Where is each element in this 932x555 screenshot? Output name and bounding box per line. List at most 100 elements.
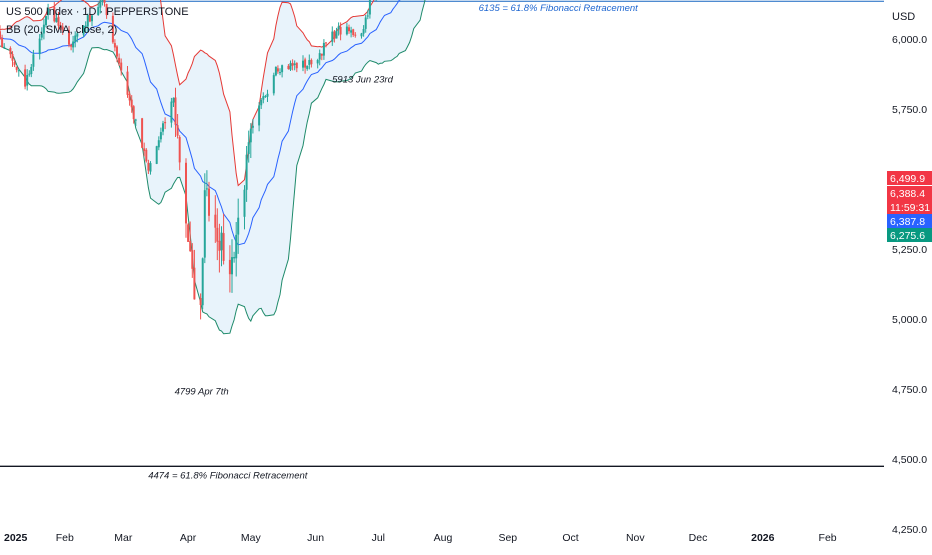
currency-label[interactable]: USD (892, 11, 915, 23)
candle-body (118, 58, 120, 64)
candle-body (24, 69, 26, 86)
symbol-title[interactable]: US 500 Index · 1D · PEPPERSTONE (6, 6, 189, 18)
candle-body (131, 100, 133, 108)
candle-body (325, 42, 327, 43)
candle-body (323, 43, 325, 56)
candle-body (193, 268, 195, 300)
level-label-3: 6135 = 61.8% Fibonacci Retracement (479, 3, 639, 14)
candle-body (244, 190, 246, 217)
candle-body (287, 66, 289, 69)
candle-body (246, 155, 248, 190)
price-axis[interactable]: 7,500.07,250.07,000.06,750.06,500.06,000… (892, 0, 927, 536)
candle (9, 46, 11, 58)
candle-body (135, 120, 137, 121)
candle-body (267, 94, 269, 97)
candle-body (365, 18, 367, 29)
candle-body (223, 233, 225, 261)
level-label-4: 4474 = 61.8% Fibonacci Retracement (148, 470, 308, 481)
x-tick-label: Nov (626, 532, 645, 544)
candle-body (214, 215, 216, 228)
price-tag-text: 6,388.4 (890, 188, 925, 200)
candle-body (235, 235, 237, 258)
candle-body (179, 137, 181, 162)
candle-body (308, 60, 310, 65)
candle-body (160, 132, 162, 139)
y-tick-label: 5,750.0 (892, 104, 927, 116)
x-tick-label: Jun (307, 532, 324, 544)
candle-body (147, 163, 149, 171)
candle-body (306, 66, 308, 69)
price-tag-text: 6,275.6 (890, 230, 925, 242)
candle-body (317, 60, 319, 63)
candle-body (30, 67, 32, 74)
x-tick-label: 2026 (751, 532, 775, 544)
candle-body (346, 27, 348, 35)
candle-body (175, 97, 177, 124)
candle-body (3, 47, 5, 48)
candle-body (32, 54, 34, 66)
candle-body (296, 63, 298, 68)
x-tick-label: Aug (434, 532, 453, 544)
candle-body (304, 59, 306, 67)
y-tick-label: 5,000.0 (892, 314, 927, 326)
candle-body (12, 54, 14, 61)
candle-body (208, 189, 210, 216)
candle-body (164, 122, 166, 123)
candle-body (252, 126, 254, 128)
candle (141, 118, 143, 148)
candle-body (104, 0, 106, 3)
candle-body (354, 35, 356, 36)
candle-body (333, 31, 335, 38)
candle-body (237, 218, 239, 235)
x-tick-label: May (241, 532, 262, 544)
candle-body (331, 32, 333, 42)
price-tag-bb_lower: 6,275.6 (887, 228, 932, 242)
candle-body (177, 125, 179, 136)
candle-body (262, 96, 264, 100)
annotation-3: 4799 Apr 7th (175, 386, 229, 397)
candle-body (156, 146, 158, 164)
candle-body (290, 63, 292, 70)
candle-body (340, 27, 342, 35)
indicator-legend[interactable]: BB (20, SMA, close, 2) (6, 24, 117, 36)
candle-body (202, 258, 204, 305)
candle-body (120, 63, 122, 71)
y-tick-label: 4,500.0 (892, 454, 927, 466)
price-tag-last: 6,388.4 (887, 186, 932, 200)
candle-body (204, 190, 206, 257)
candle-body (338, 26, 340, 29)
candle-body (248, 142, 250, 154)
candle-body (277, 68, 279, 71)
candle-body (275, 67, 277, 75)
candle (202, 258, 204, 310)
candle (187, 223, 189, 242)
candle-body (114, 43, 116, 47)
candle-body (302, 61, 304, 68)
candle-body (292, 63, 294, 66)
price-tags: 6,499.96,388.411:59:316,387.86,275.6 (887, 171, 932, 242)
candle-body (101, 0, 103, 1)
candle-body (16, 67, 18, 70)
candle-body (162, 123, 164, 131)
candle-body (279, 72, 281, 73)
candle-body (14, 62, 16, 65)
candle-body (231, 257, 233, 274)
candle-body (70, 45, 72, 47)
y-tick-label: 4,250.0 (892, 524, 927, 536)
candle-body (143, 148, 145, 151)
x-tick-label: Feb (819, 532, 837, 544)
candle-body (233, 257, 235, 258)
candle-body (170, 102, 172, 123)
x-tick-label: Apr (180, 532, 197, 544)
candle-body (363, 29, 365, 34)
candle-body (18, 70, 20, 71)
candle-body (352, 29, 354, 35)
candle-body (367, 16, 369, 17)
candle (145, 148, 147, 163)
x-tick-label: Mar (114, 532, 133, 544)
candle-body (187, 225, 189, 242)
y-tick-label: 6,000.0 (892, 34, 927, 46)
candle-body (216, 228, 218, 242)
